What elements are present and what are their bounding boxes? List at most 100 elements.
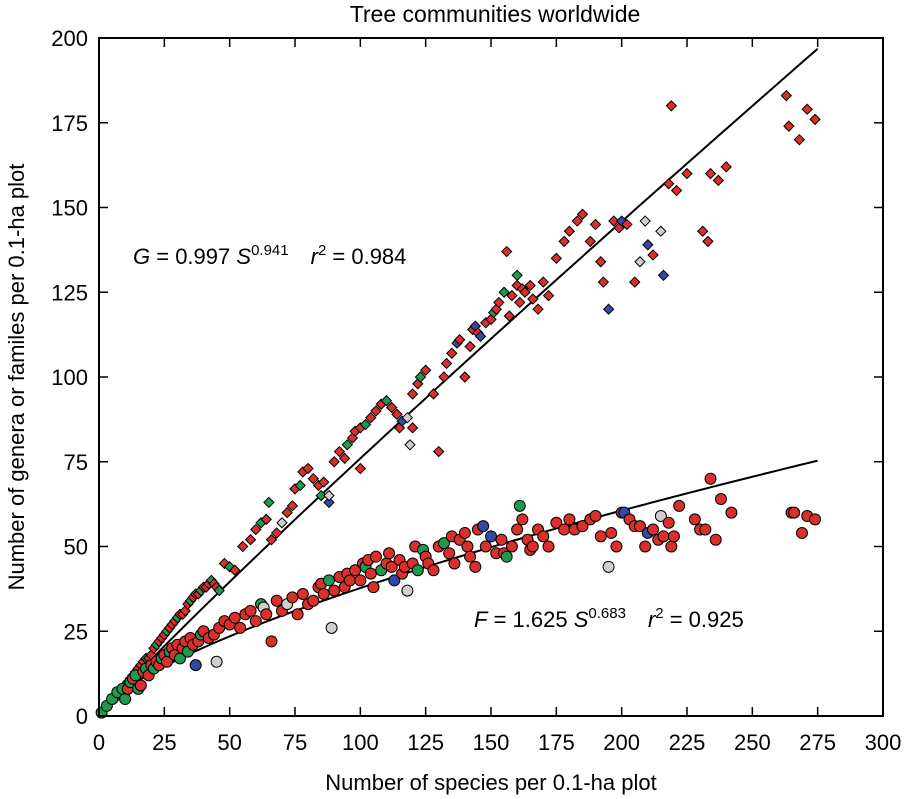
families-point [427, 564, 440, 577]
genera-point [433, 445, 445, 458]
y-tick-label: 75 [64, 450, 88, 475]
y-tick-label: 200 [51, 26, 88, 51]
families-point [495, 533, 508, 546]
families-point [673, 499, 686, 512]
families-point [809, 513, 822, 526]
families-point [370, 550, 383, 563]
x-tick-label: 300 [865, 730, 902, 755]
y-tick-label: 0 [76, 704, 88, 729]
genera-point [294, 479, 306, 492]
genera-point [237, 540, 249, 553]
genera-point [446, 347, 458, 359]
families-point [367, 581, 380, 594]
families-point [537, 530, 550, 543]
genera-point [621, 218, 633, 231]
genera-point [453, 334, 466, 346]
genera-point [401, 411, 414, 424]
families-point [437, 537, 450, 550]
genera-point [380, 395, 393, 407]
families-point [260, 608, 273, 621]
families-point [322, 574, 335, 587]
genera-point [519, 286, 531, 298]
genera-point [265, 534, 278, 546]
genera-point [223, 561, 236, 573]
families-point [542, 540, 555, 553]
genera-point [629, 276, 641, 288]
genera-point [634, 256, 646, 268]
genera-point [558, 235, 570, 248]
families-point [788, 506, 801, 519]
genera-point [391, 408, 403, 420]
genera-point [404, 439, 416, 451]
genera-point [696, 225, 709, 237]
families-point [610, 540, 623, 553]
genera-point [642, 239, 654, 251]
families-point [448, 557, 461, 570]
families-point [633, 520, 646, 533]
genera-point [597, 276, 610, 288]
families-point [563, 513, 576, 526]
genera-point [474, 330, 487, 343]
families-point [296, 587, 309, 600]
families-point [328, 584, 341, 597]
x-tick-label: 275 [799, 730, 836, 755]
genera-point [655, 225, 667, 237]
families-point [505, 540, 518, 553]
genera-point [323, 489, 335, 502]
genera-point [657, 269, 670, 282]
genera-point [414, 371, 427, 383]
families-point [558, 523, 571, 536]
genera-point [464, 340, 476, 353]
genera-point [576, 208, 589, 220]
genera-point [615, 215, 628, 227]
genera-point [359, 418, 372, 431]
genera-point [639, 215, 651, 227]
families-fit-equation: F = 1.625 S0.683 r2 = 0.925 [474, 605, 744, 632]
families-point [513, 499, 526, 512]
genera-point [670, 184, 683, 197]
genera-point [490, 303, 502, 315]
families-point [605, 526, 618, 539]
genera-point [315, 489, 327, 502]
genera-point [503, 310, 516, 322]
genera-point [595, 256, 607, 268]
genera-point [647, 249, 659, 261]
x-tick-label: 225 [669, 730, 706, 755]
families-point [639, 540, 652, 553]
genera-point [589, 218, 602, 231]
families-point [119, 693, 132, 706]
genera-point [459, 371, 471, 383]
y-tick-label: 50 [64, 535, 88, 560]
genera-point [702, 235, 714, 248]
fit-line-families [99, 459, 818, 714]
families-point [388, 574, 401, 587]
genera-point [662, 178, 675, 190]
families-point [443, 547, 456, 560]
families-point [317, 587, 330, 600]
families-point [234, 621, 247, 634]
genera-point [537, 276, 549, 288]
genera-point [809, 113, 821, 126]
x-tick-label: 125 [407, 730, 444, 755]
x-tick-label: 75 [283, 730, 307, 755]
genera-point [260, 513, 272, 526]
families-point [401, 584, 414, 597]
genera-point [419, 364, 432, 376]
genera-point [571, 215, 583, 227]
genera-point [493, 296, 505, 309]
families-point [704, 472, 717, 485]
genera-point [307, 472, 320, 485]
families-point [458, 526, 471, 539]
families-point [602, 560, 615, 573]
genera-point [302, 462, 314, 475]
genera-point [550, 252, 563, 265]
x-tick-label: 200 [603, 730, 640, 755]
genera-point [563, 225, 576, 237]
genera-point [498, 286, 510, 298]
x-tick-label: 0 [93, 730, 105, 755]
genera-point [406, 388, 419, 400]
families-point [210, 655, 223, 668]
families-point [228, 611, 241, 624]
x-tick-label: 25 [152, 730, 176, 755]
families-point [526, 540, 539, 553]
